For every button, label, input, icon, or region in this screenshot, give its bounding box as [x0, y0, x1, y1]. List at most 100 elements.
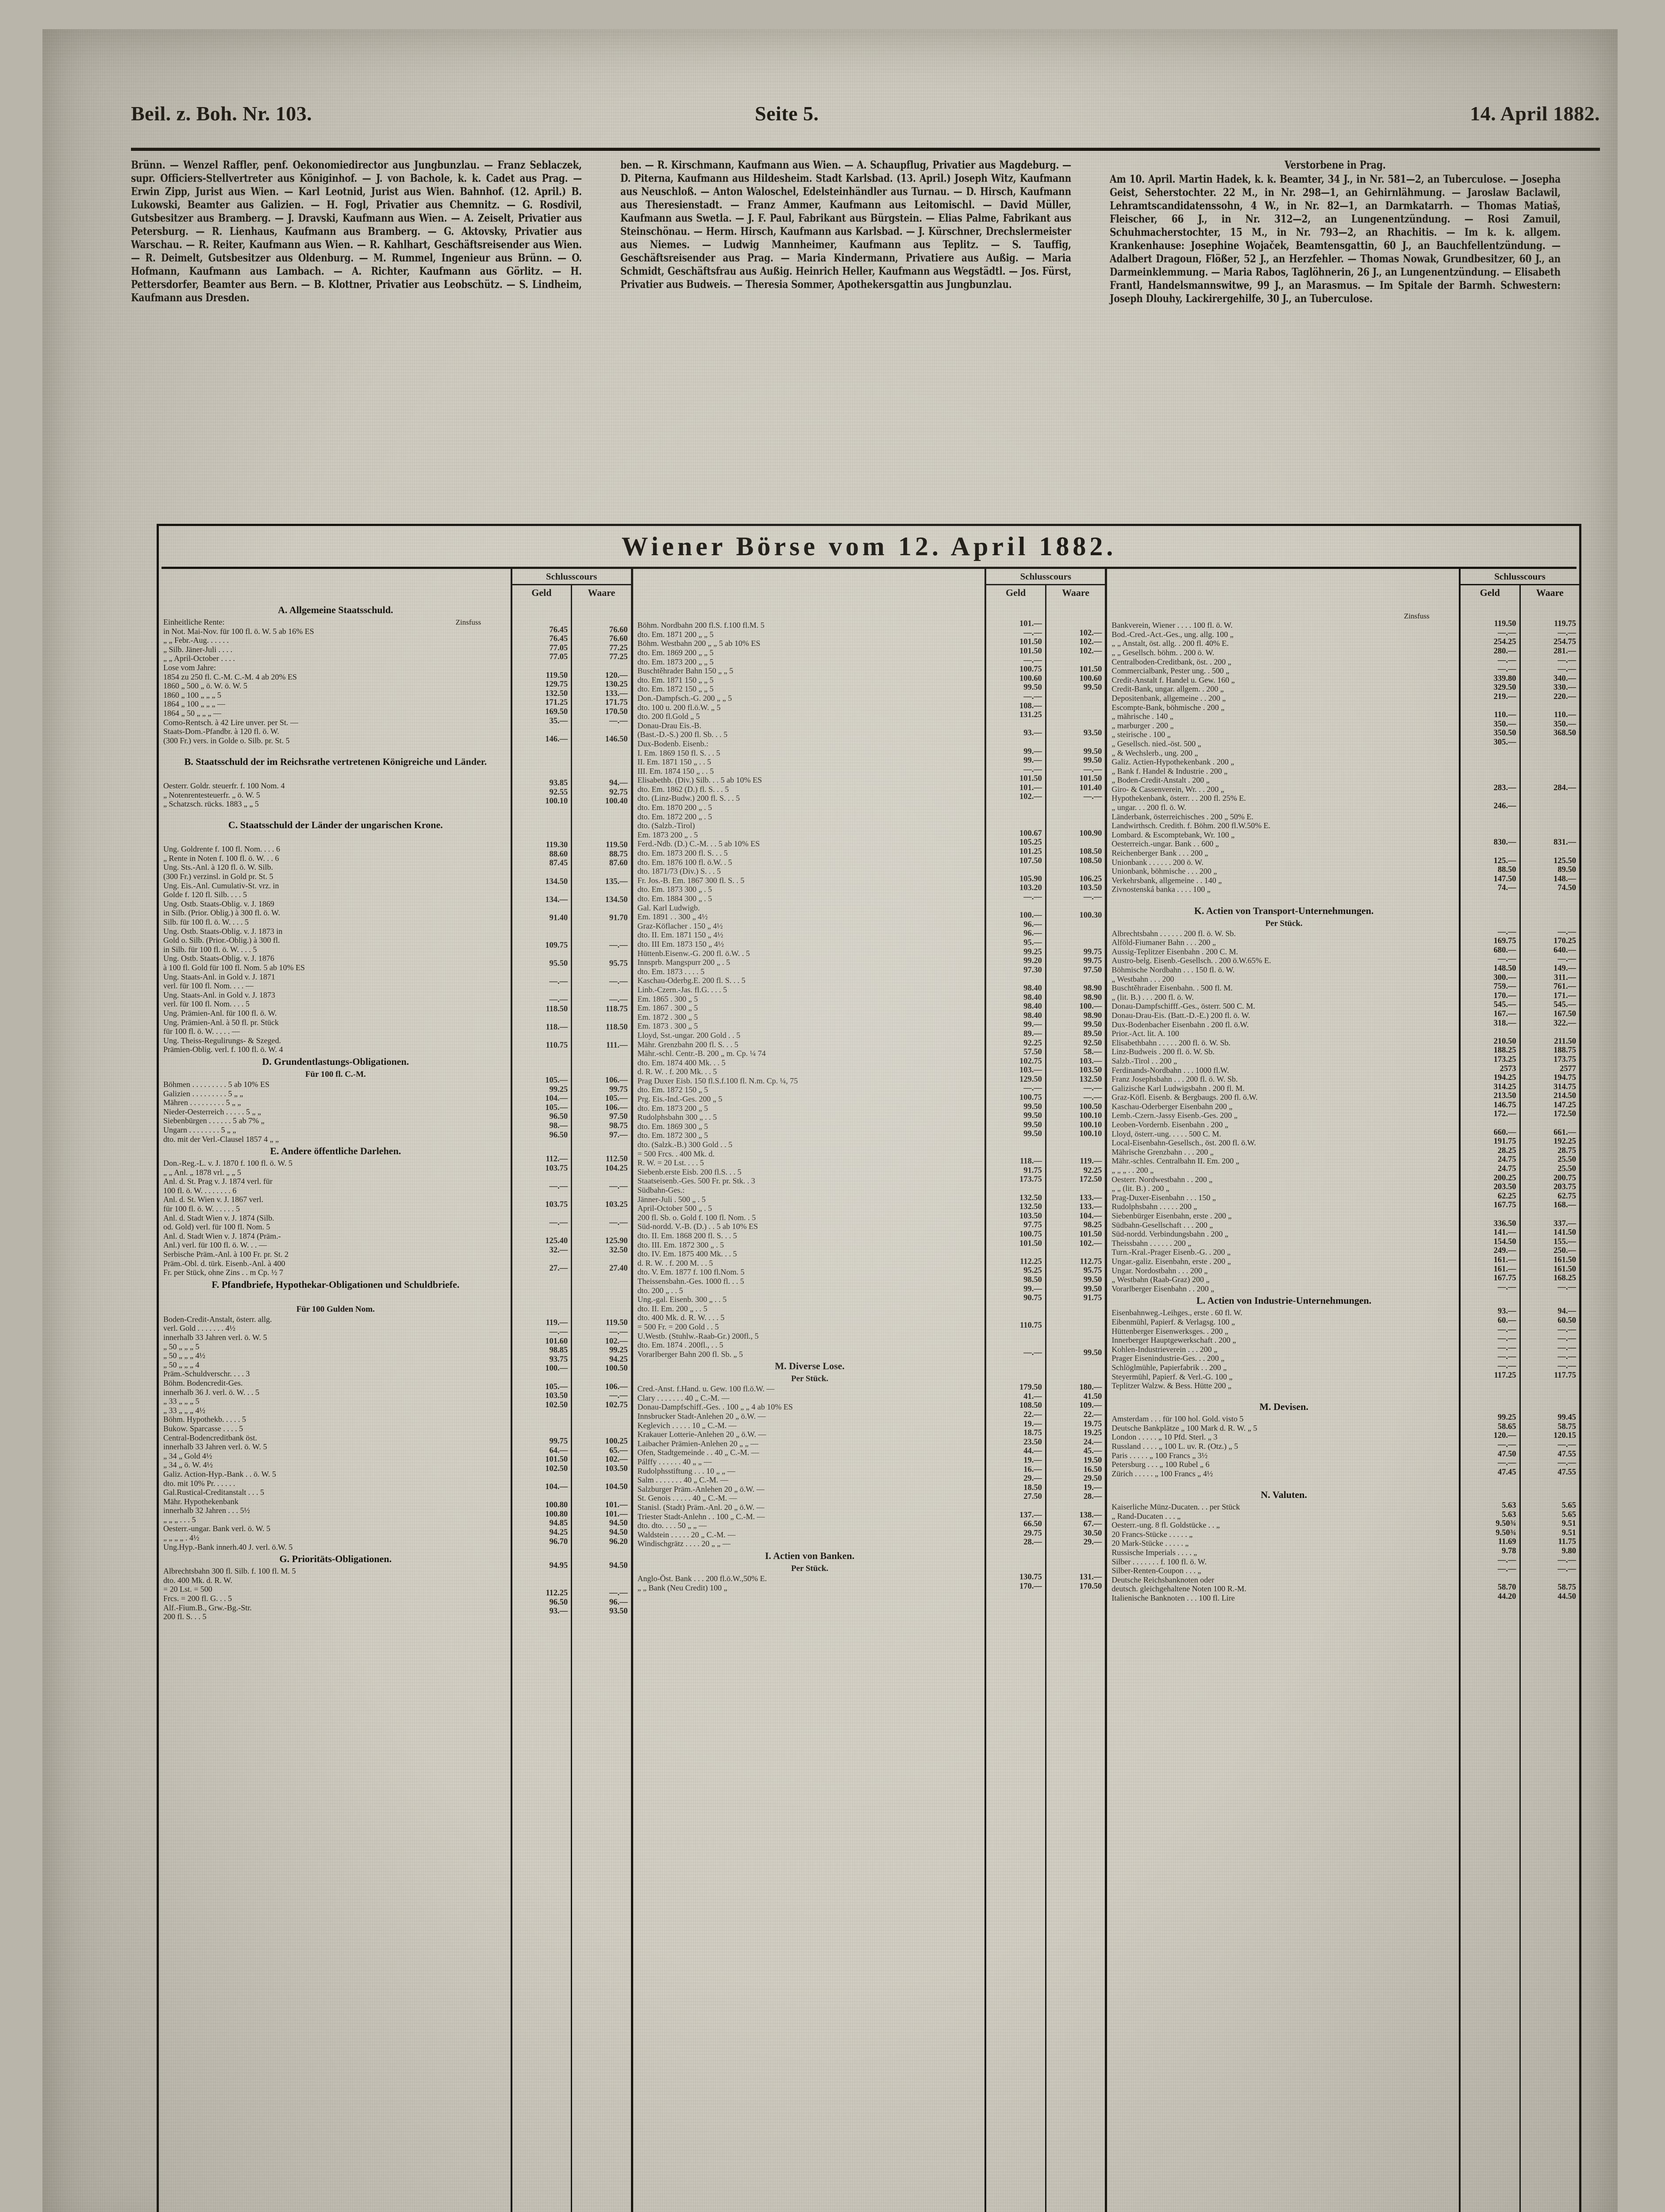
table-row: Innerberger Hauptgewerkschaft . 200 „: [1111, 1336, 1456, 1345]
geld-value: 119.50: [1494, 619, 1516, 629]
waare-value: 101.40: [1079, 783, 1102, 792]
spacer: [1461, 1486, 1519, 1501]
geld-value: 118.50: [546, 1004, 568, 1014]
security-label: = 500 Fr. = 200 Gold . . 5: [637, 1322, 719, 1331]
geld-value: 44.—: [1023, 1447, 1042, 1456]
table-row: Donau-Dampfschiff.-Ges. . 100 „ „ 4 ab 1…: [638, 1402, 982, 1412]
geld-value: 171.25: [545, 698, 568, 707]
geld-value: 95.—: [1023, 938, 1042, 947]
geld-value: 19.—: [1023, 1419, 1042, 1429]
security-label: Dux-Bodenbacher Eisenbahn . 200 fl. ö.W.: [1111, 1020, 1249, 1029]
waare-value: 94.50: [609, 1528, 628, 1537]
geld-value: [512, 886, 571, 895]
geld-value: 141.—: [1493, 1228, 1516, 1237]
geld-value: —.—: [1497, 1334, 1516, 1344]
geld-value: 99.—: [1023, 756, 1042, 765]
security-label: Galiz. Actien-Hypothekenbank . 200 „: [1111, 757, 1234, 767]
security-label: Präm.-Schuldverschr. . . . 3: [163, 1369, 250, 1379]
geld-value: 103.20: [1019, 883, 1042, 893]
geld-value: 339.80: [1493, 674, 1516, 683]
section-heading: G. Prioritäts-Obligationen.: [279, 1553, 392, 1565]
geld-value: 99.20: [1023, 956, 1042, 966]
waare-value: 119.—: [1080, 1157, 1102, 1166]
security-label: Oesterr. Goldr. steuerfr. f. 100 Nom. 4: [163, 781, 285, 790]
geld-value: 102.50: [545, 1464, 568, 1473]
waare-value: —.—: [609, 1218, 628, 1228]
waare-value: 172.50: [1553, 1110, 1577, 1119]
geld-value: 66.50: [1023, 1520, 1042, 1529]
security-label: Unionbank, böhmische . . . 200 „: [1111, 867, 1217, 876]
security-label: Hypothekenbank, österr. . . 200 fl. 25% …: [1111, 794, 1246, 803]
table-row: Donau-Drau Eis.-B.: [638, 721, 982, 730]
waare-value: 99.50: [1083, 1020, 1102, 1029]
security-label: für 100 fl. ö. W. . . . . —: [163, 1027, 240, 1036]
table-row: 200 fl. Sb. o. Gold f. 100 fl. Nom. . 5: [638, 1213, 982, 1222]
security-label: Credit-Anstalt f. Handel u. Gew. 160 „: [1111, 675, 1235, 684]
masthead-page: Seite 5.: [755, 102, 819, 125]
security-label: dto. (Salzk.-B.) 300 Gold . . 5: [637, 1140, 733, 1149]
geld-value: 169.75: [1493, 937, 1516, 946]
table-row: dto. Em. 1870 200 „ . 5: [638, 803, 982, 812]
waare-value: —.—: [1557, 665, 1577, 674]
security-label: dto. III Em. 1873 150 „ 4½: [637, 939, 724, 949]
table-row: Lemb.-Czern.-Jassy Eisenb.-Ges. 200 „: [1111, 1111, 1456, 1120]
table-row: Präm.-Obl. d. türk. Eisenb.-Anl. à 400: [163, 1259, 508, 1268]
waare-value: 148.—: [1553, 874, 1577, 883]
security-label: Nieder-Oesterreich . . . . . 5 „ „: [163, 1107, 261, 1116]
table-row: Lombard. & Escomptebank, Wr. 100 „: [1111, 830, 1456, 840]
waare-value: 101.50: [1079, 774, 1102, 783]
geld-value: —.—: [549, 1328, 568, 1336]
geld-value: 147.50: [1493, 874, 1516, 883]
waare-value: 28.75: [1557, 1146, 1577, 1155]
table-row: „ mährische . 140 „: [1111, 712, 1456, 721]
security-label: = 500 Frcs. . 400 Mk. d.: [637, 1149, 715, 1158]
table-row: Boden-Credit-Anstalt, österr. allg.: [163, 1315, 508, 1324]
table-row: dto. 100 u. 200 fl.ö.W. „ 5: [638, 703, 982, 712]
waare-value: [572, 987, 631, 996]
table-row: Innsbrucker Stadt-Anlehen 20 „ ö.W. —: [638, 1412, 982, 1421]
waare-value: 133.—: [1079, 1202, 1102, 1212]
geld-header: Geld: [512, 585, 573, 600]
waare-value: 284.—: [1553, 783, 1577, 792]
waare-value: —.—: [1083, 893, 1102, 902]
geld-value: 100.75: [1019, 1093, 1042, 1102]
geld-value: 93.75: [549, 1355, 568, 1364]
security-label: Kohlen-Industrieverein . . . 200 „: [1111, 1344, 1218, 1354]
waare-value: 92.50: [1083, 1038, 1102, 1048]
waare-value: [1046, 656, 1105, 665]
waare-value: [1046, 1303, 1105, 1312]
security-label: deutsch. gleichgehaltene Noten 100 R.-M.: [1111, 1584, 1246, 1594]
waare-value: [1046, 1312, 1105, 1321]
security-label: Em. 1867 . 300 „ 5: [637, 1003, 698, 1013]
security-label: Deutsche Bankplätze „ 100 Mark d. R. W. …: [1111, 1423, 1257, 1432]
geld-values: 119.50 —.— 254.25 280.— —.— —.— 339.80 329.50 21…: [1461, 600, 1521, 2212]
security-label: dto. Em. 1869 200 „ „ 5: [637, 648, 714, 657]
geld-value: 97.30: [1023, 965, 1042, 975]
table-row: Böhm. Nordbahn 200 fl.S. f.100 fl.M. 5: [638, 621, 982, 630]
security-label: dto. Em. 1872 150 „ „ 5: [637, 684, 714, 694]
table-row: dto. (Salzb.-Tirol): [638, 821, 982, 830]
waare-value: 99.50: [1083, 1348, 1102, 1357]
security-label: Siebenb.erste Eisb. 200 fl.S. . . 5: [637, 1167, 742, 1176]
geld-value: 170.—: [1493, 991, 1516, 1000]
waare-value: [1046, 720, 1105, 729]
waare-value: 340.—: [1553, 674, 1577, 683]
waare-value: [1521, 611, 1580, 620]
table-row: Verkehrsbank, allgemeine . . 140 „: [1111, 876, 1456, 885]
security-label: „ „ Anstalt, öst. allg. . 200 fl. 40% E.: [1111, 639, 1229, 648]
geld-value: 74.—: [1497, 883, 1516, 893]
waare-value: 29.—: [1083, 1538, 1102, 1547]
geld-value: 101.50: [1019, 637, 1042, 647]
geld-value: 64.—: [549, 1446, 568, 1455]
spacer: [986, 1372, 1045, 1383]
security-label: Donau-Dampfschifff.-Ges., österr. 500 C.…: [1111, 1002, 1255, 1011]
security-label: „ steirische . 100 „: [1111, 730, 1171, 739]
schlusscours-header: Schlusscours: [1461, 569, 1580, 585]
table-row: Elisabethbahn . . . . . 200 fl. ö. W. Sb…: [1111, 1038, 1456, 1048]
table-row: dto. Em. 1874 . 200fl., . . 5: [638, 1340, 982, 1350]
security-label: Lloyd, Sst.-ungar. 200 Gold . . 5: [637, 1030, 741, 1040]
waare-value: 99.50: [1083, 1284, 1102, 1294]
waare-value: 99.50: [1083, 683, 1102, 692]
security-label: „ 34 „ ö. W. 4½: [163, 1460, 213, 1470]
section-heading: F. Pfandbriefe, Hypothekar-Obligationen …: [211, 1279, 460, 1290]
